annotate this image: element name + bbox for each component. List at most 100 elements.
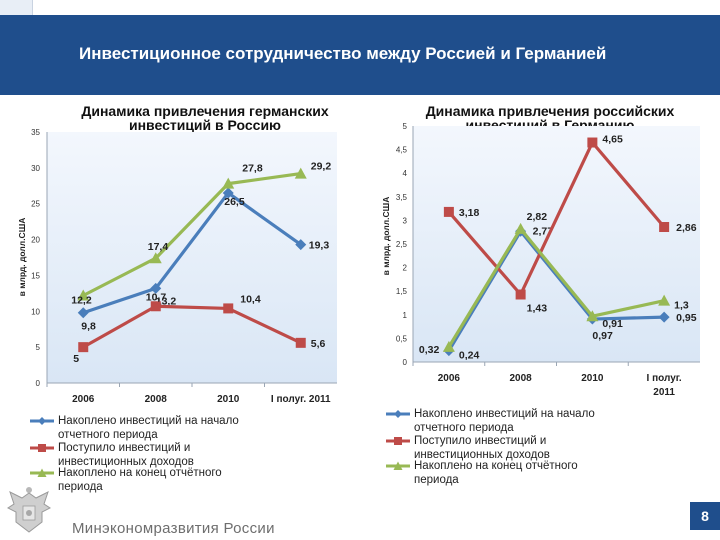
chart2-x-tick-label: 2008 (510, 373, 533, 384)
chart2-series-1-data-label: 0,24 (459, 350, 480, 362)
page-number: 8 (690, 502, 720, 530)
chart2-series-1-data-label: 0,95 (676, 312, 697, 324)
chart1-y-tick-label: 0 (36, 379, 41, 388)
chart2-series-2-line (447, 140, 666, 297)
chart2-y-tick-label: 4,5 (396, 146, 408, 155)
chart2-series-3-line (447, 227, 665, 348)
chart1-title-line1: Динамика привлечения германских (81, 103, 329, 119)
chart1-y-tick-label: 25 (31, 200, 40, 209)
chart2-title-line1: Динамика привлечения российских (425, 103, 675, 119)
chart1-title-line2: инвестиций в Россию (128, 117, 282, 133)
chart1-x-tick-label: 2008 (145, 394, 168, 405)
chart1-series-3-point (149, 252, 162, 264)
chart2-plot-area (413, 126, 700, 362)
chart1-series-1-point (77, 307, 89, 319)
chart1-series-2-data-label: 10,4 (240, 293, 261, 305)
chart2-series-3-point (514, 222, 527, 234)
chart1-series-3-line (82, 172, 301, 297)
chart2-series-2-point (659, 222, 670, 233)
chart2-y-tick-label: 5 (403, 122, 408, 131)
chart1-series-1-point (222, 187, 234, 199)
chart2-y-tick-label: 1 (403, 311, 408, 320)
chart1-series-2-data-label: 5,6 (311, 338, 326, 350)
chart1-y-tick-label: 20 (31, 236, 40, 245)
chart2-series-3-point (586, 310, 599, 322)
chart1-x-tick-label: 2006 (72, 394, 95, 405)
chart2-series-2-point (515, 289, 526, 300)
chart2-series-3-point (658, 294, 671, 306)
chart1-series-2-point (78, 342, 89, 353)
chart1-legend-marker (38, 444, 46, 452)
chart2-series-3-point (442, 340, 455, 352)
chart2-series-1-data-label: 0,91 (602, 318, 623, 330)
chart2-y-tick-label: 3,5 (396, 193, 408, 202)
slide-header (0, 15, 720, 95)
chart2-y-tick-label: 3 (403, 216, 408, 225)
chart2-y-tick-label: 2,5 (396, 240, 408, 249)
chart1-series-2-line (82, 304, 302, 349)
chart1-y-axis-label: в млрд. долл.США (17, 218, 27, 297)
chart2-legend-marker (393, 461, 403, 470)
chart2-y-tick-label: 1,5 (396, 287, 408, 296)
chart1-series-3-point (294, 167, 307, 179)
chart1-y-tick-label: 30 (31, 164, 40, 173)
chart2-series-2-data-label: 4,65 (602, 134, 623, 146)
chart1-x-tick-label: I полуг. 2011 (271, 394, 331, 405)
chart2-series-3-data-label: 2,82 (527, 211, 548, 223)
chart2-series-2-point (443, 206, 454, 217)
chart2-legend-label: Накоплено на конец отчётного периода (414, 460, 578, 486)
chart1-series-3-data-label: 12,2 (71, 295, 92, 307)
chart1-legend-marker (38, 417, 46, 425)
chart2-x-tick-label: I полуг. 2011 (647, 373, 682, 398)
chart2-series-1-point (658, 311, 670, 323)
chart1-series-2-point (295, 337, 306, 348)
chart1-legend-label: Поступило инвестиций и инвестиционных дох… (58, 442, 194, 468)
chart2-legend-label: Накоплено инвестиций на начало отчетного … (414, 408, 595, 434)
chart1-series-2-point (150, 301, 161, 312)
chart1-series-1-data-label: 19,3 (309, 240, 330, 252)
chart1-y-tick-label: 35 (31, 128, 40, 137)
chart2-series-2-data-label: 1,43 (527, 303, 548, 315)
slide-title: Инвестиционное сотрудничество между Росс… (79, 44, 607, 63)
chart1-legend-label: Накоплено на конец отчётного периода (58, 467, 222, 493)
chart2-series-3-data-label: 0,32 (419, 344, 440, 356)
coat-of-arms-logo (7, 487, 51, 533)
chart2-y-tick-label: 0 (403, 358, 408, 367)
chart2-y-tick-label: 4 (403, 169, 408, 178)
chart1-legend-label: Накоплено инвестиций на начало отчетного … (58, 415, 239, 441)
chart2-series-2-point (587, 137, 598, 148)
chart2-legend-marker (394, 410, 402, 418)
chart1-y-tick-label: 10 (31, 307, 40, 316)
chart2-legend-marker (394, 437, 402, 445)
chart2-y-tick-label: 2 (403, 264, 408, 273)
chart1-series-3-data-label: 17,4 (148, 241, 169, 253)
chart1-series-1-point (150, 282, 162, 294)
chart1-series-2-data-label: 10,7 (146, 291, 167, 303)
chart1-series-3-data-label: 29,2 (311, 161, 332, 173)
chart1-legend-marker (37, 468, 47, 477)
chart1-y-tick-label: 5 (36, 343, 41, 352)
chart1-series-1-data-label: 13,2 (156, 295, 177, 307)
chart1-series-3-point (222, 177, 235, 189)
chart1-y-tick-label: 15 (31, 271, 40, 280)
header-corner-tab (0, 0, 33, 15)
chart2-series-2-data-label: 2,86 (676, 222, 697, 234)
chart2-y-axis-label: в млрд. долл.США (381, 197, 391, 276)
footer-ministry-name: Минэкономразвития России (72, 520, 275, 537)
chart1-series-2-data-label: 5 (73, 353, 79, 365)
chart1-series-3-data-label: 27,8 (242, 163, 263, 175)
chart1-x-tick-label: 2010 (217, 394, 240, 405)
chart2-series-2-data-label: 3,18 (459, 207, 480, 219)
chart2-x-tick-label: 2010 (581, 373, 604, 384)
chart1-series-1-data-label: 9,8 (81, 321, 96, 333)
chart1-series-1-point (295, 239, 307, 251)
chart1-title: Динамика привлечения германских инвестиц… (40, 104, 370, 132)
chart2-legend-label: Поступило инвестиций и инвестиционных дох… (414, 435, 550, 461)
chart2-y-tick-label: 0,5 (396, 334, 408, 343)
chart2-series-3-data-label: 0,97 (592, 330, 613, 342)
chart2-series-3-data-label: 1,3 (674, 300, 689, 312)
chart1-series-2-point (223, 303, 234, 314)
chart1-series-3-point (77, 289, 90, 301)
chart2-x-tick-label: 2006 (438, 373, 461, 384)
